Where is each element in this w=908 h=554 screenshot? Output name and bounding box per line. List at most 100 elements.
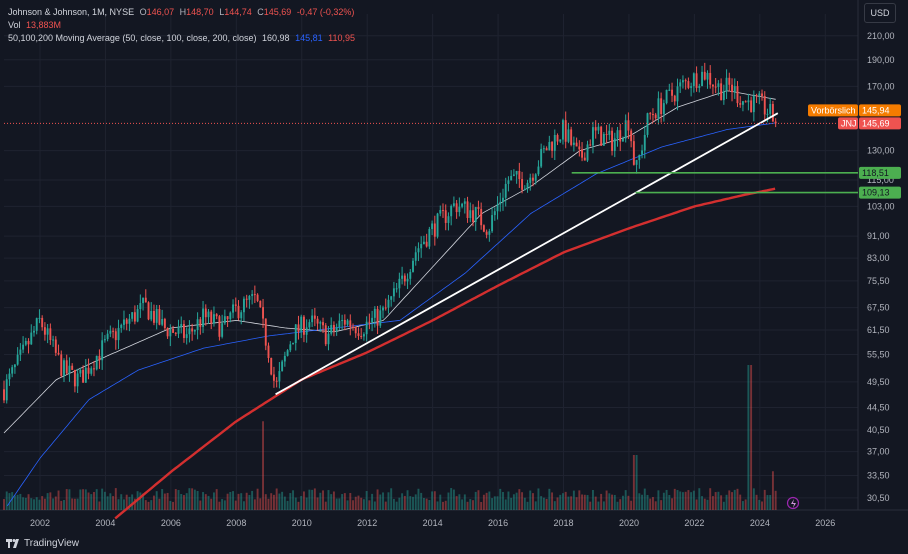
volume-bar xyxy=(73,498,76,510)
candle-body xyxy=(703,71,706,80)
candle-body xyxy=(758,93,761,96)
volume-bar xyxy=(545,498,548,510)
drawings[interactable] xyxy=(4,112,858,396)
y-tick-label: 75,50 xyxy=(867,276,890,286)
volume-bar xyxy=(703,498,706,510)
candle-body xyxy=(24,340,27,345)
volume-bar xyxy=(502,492,504,510)
candle-body xyxy=(114,331,117,341)
y-tick-label: 49,50 xyxy=(867,377,890,387)
volume-bar xyxy=(191,488,194,510)
candle-body xyxy=(750,100,753,113)
candle-body xyxy=(676,86,679,102)
volume-bar xyxy=(278,493,281,510)
volume-bar xyxy=(632,455,635,510)
volume-bar xyxy=(13,495,16,510)
volume-bar xyxy=(316,497,319,510)
volume-bar xyxy=(711,496,714,510)
y-tick-label: 103,00 xyxy=(867,201,895,211)
volume-bar xyxy=(395,501,398,510)
candle-body xyxy=(469,210,472,218)
volume-bar xyxy=(665,489,668,510)
volume-bar xyxy=(161,489,164,510)
candle-body xyxy=(35,318,38,331)
volume-bar xyxy=(750,365,753,510)
volume-bar xyxy=(150,500,153,510)
candle-body xyxy=(286,350,289,356)
ohlc-high: 148,70 xyxy=(186,7,214,17)
price-labels: Vorbörslich 145,94 JNJ 145,69 118,51 109,13 xyxy=(786,104,901,510)
volume-bar xyxy=(68,489,71,510)
candle-body xyxy=(79,369,82,374)
candle-body xyxy=(436,213,439,237)
volume-bar xyxy=(202,492,205,510)
preclose-value-box xyxy=(859,104,901,117)
candle-body xyxy=(592,127,594,146)
volume-bar xyxy=(638,493,641,510)
candle-body xyxy=(272,374,275,381)
candle-body xyxy=(352,326,354,328)
volume-bar xyxy=(526,501,529,510)
candle-body xyxy=(264,318,267,346)
candle-body xyxy=(643,134,646,151)
volume-value: 13,883M xyxy=(26,20,62,30)
candle-body xyxy=(3,389,5,401)
candle-body xyxy=(545,148,548,151)
candle-body xyxy=(215,314,218,317)
x-axis[interactable]: 2002 2004 2006 2008 2010 2012 2014 2016 2018 2020… xyxy=(30,518,835,528)
volume-bar xyxy=(8,493,11,510)
candle-body xyxy=(671,89,673,96)
volume-bar xyxy=(177,490,180,510)
volume-bar xyxy=(572,490,575,510)
candle-body xyxy=(611,130,614,151)
candle-body xyxy=(210,311,213,324)
y-tick-label: 91,00 xyxy=(867,231,890,241)
volume-bar xyxy=(237,493,240,510)
candle-body xyxy=(82,369,85,383)
candle-body xyxy=(158,308,161,325)
candle-body xyxy=(646,113,649,135)
volume-bar xyxy=(736,488,739,510)
candle-body xyxy=(68,365,71,374)
y-tick-label: 170,00 xyxy=(867,81,895,91)
ma-line-200 xyxy=(114,187,776,520)
volume-bar xyxy=(701,496,703,510)
candle-body xyxy=(616,130,619,139)
candle-body xyxy=(668,89,671,91)
volume-bar xyxy=(766,495,769,510)
candle-body xyxy=(262,307,264,319)
candle-body xyxy=(532,177,534,181)
volume-bar xyxy=(112,496,115,510)
y-tick-label: 37,00 xyxy=(867,447,890,457)
candle-body xyxy=(166,328,169,337)
candle-body xyxy=(444,210,447,223)
currency-button[interactable]: USD xyxy=(864,3,896,23)
volume-bar xyxy=(267,498,270,510)
last-price-tag-text: 145,69 xyxy=(862,118,890,128)
candle-body xyxy=(109,330,112,334)
volume-bar xyxy=(120,494,123,510)
volume-bar xyxy=(183,495,185,510)
volume-bar xyxy=(5,491,8,510)
volume-bar xyxy=(720,495,723,510)
candle-body xyxy=(305,327,308,335)
ma-label[interactable]: 50,100,200 Moving Average (50, close, 10… xyxy=(8,33,257,43)
candle-body xyxy=(420,244,423,249)
tradingview-branding[interactable]: TradingView xyxy=(6,538,79,549)
ma50-value: 160,98 xyxy=(262,33,290,43)
candle-body xyxy=(605,133,608,135)
volume-bar xyxy=(332,491,335,510)
candle-body xyxy=(624,120,627,139)
y-axis[interactable]: 210,00 190,00 170,00 130,00 115,00 103,00 91,0… xyxy=(867,31,895,503)
volume-bar xyxy=(575,497,578,510)
volume-bar xyxy=(365,491,368,510)
volume-label[interactable]: Vol xyxy=(8,20,21,30)
candle-body xyxy=(630,130,633,142)
candle-body xyxy=(324,325,327,345)
tradingview-label: TradingView xyxy=(24,538,80,549)
candle-body xyxy=(458,206,461,213)
symbol-title[interactable]: Johnson & Johnson, 1M, NYSE xyxy=(8,7,135,17)
candle-body xyxy=(564,120,567,142)
candle-body xyxy=(529,177,532,183)
